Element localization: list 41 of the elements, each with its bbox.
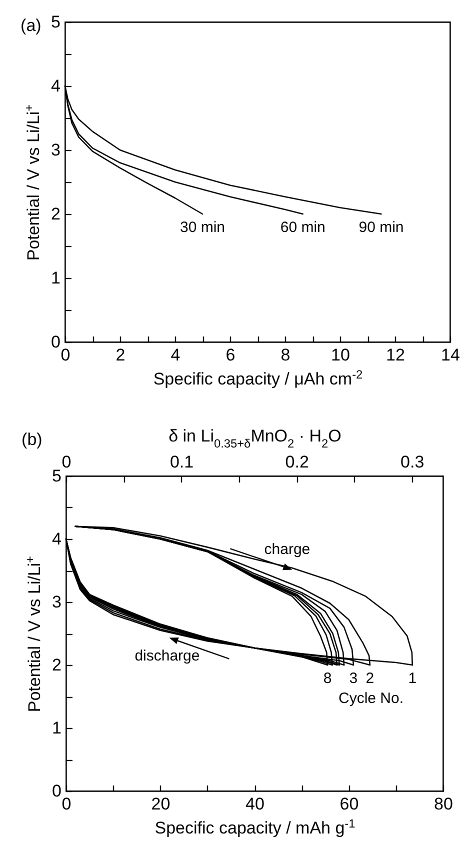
x-tick-label: 2 — [116, 346, 126, 364]
y-tick-label: 1 — [51, 268, 60, 288]
series-label: 2 — [366, 670, 374, 687]
series-label: 30 min — [180, 219, 226, 236]
y-tick-label: 2 — [52, 656, 62, 674]
x-tick-label: 4 — [170, 346, 180, 364]
series-label: 8 — [323, 670, 332, 687]
y-tick-label: 3 — [52, 592, 62, 612]
y-tick-label: 5 — [51, 12, 60, 32]
series-label: 60 min — [280, 219, 326, 236]
x-tick-label: 14 — [441, 346, 460, 364]
x-tick-label: 80 — [434, 794, 453, 814]
annotation: charge — [264, 541, 310, 558]
chart-title: (a) — [20, 16, 42, 35]
y-tick-label: 1 — [52, 718, 62, 738]
x-tick-label: 60 — [340, 794, 359, 814]
x2-tick-label: 0.3 — [400, 452, 424, 472]
y-tick-label: 5 — [52, 466, 62, 486]
y-tick-label: 2 — [51, 204, 60, 224]
x-tick-label: 6 — [226, 346, 236, 364]
x-axis-title: Specific capacity / mAh g$^{-1}$ — [154, 816, 356, 838]
x2-tick-label: 0.2 — [285, 452, 309, 472]
annotation: discharge — [134, 647, 200, 664]
x-axis-title: Specific capacity / μAh cm$^{-2}$ — [153, 368, 364, 388]
x2-tick-label: 0.1 — [170, 452, 194, 472]
series-label: 3 — [349, 670, 358, 687]
y-tick-label: 0 — [51, 332, 60, 352]
series-label: 1 — [408, 670, 417, 687]
x-tick-label: 8 — [280, 346, 290, 364]
y-tick-label: 3 — [51, 140, 60, 160]
x-tick-label: 10 — [331, 346, 350, 364]
annotation: Cycle No. — [338, 690, 404, 707]
x-tick-label: 40 — [246, 794, 264, 814]
x-tick-label: 20 — [151, 794, 170, 814]
y-tick-label: 4 — [52, 530, 62, 548]
series-label: 90 min — [358, 219, 404, 236]
chart-title: (b) — [22, 430, 42, 449]
x2-axis-title: δ in Li$_{0.35+δ}$MnO$_{2}$ · H$_{2}$O — [168, 426, 342, 450]
y-tick-label: 4 — [51, 76, 60, 96]
y-tick-label: 0 — [52, 782, 62, 800]
x-tick-label: 12 — [386, 346, 405, 364]
